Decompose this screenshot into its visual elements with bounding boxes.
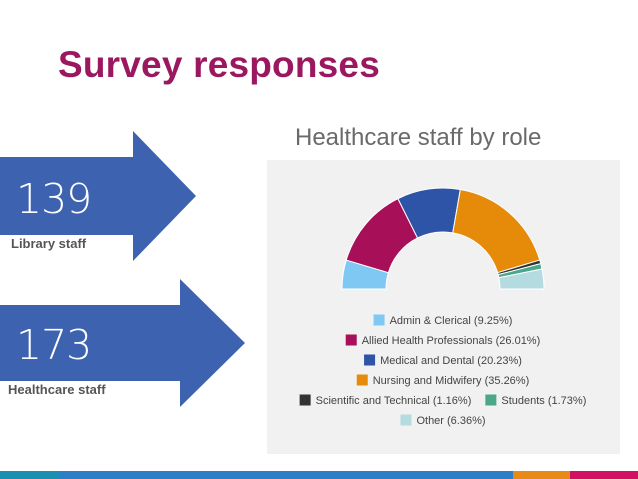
legend-swatch [373,314,385,326]
legend-label: Medical and Dental (20.23%) [380,355,522,367]
library-staff-arrow: 139 Library staff [0,131,200,265]
healthcare-staff-label: Healthcare staff [8,382,106,397]
legend-swatch [364,354,376,366]
legend-label: Other (6.36%) [416,415,485,427]
bottom-color-bar [0,471,638,479]
bar-segment [513,471,570,479]
legend-label: Scientific and Technical (1.16%) [316,395,472,407]
bar-segment [60,471,513,479]
healthcare-staff-arrow: 173 Healthcare staff [0,279,246,411]
library-staff-count: 139 [16,175,92,223]
chart-title: Healthcare staff by role [295,124,542,151]
legend-label: Allied Health Professionals (26.01%) [362,335,541,347]
bar-segment [570,471,638,479]
legend-swatch [356,374,368,386]
arrow-shape [0,131,196,261]
legend-swatch [400,414,412,426]
healthcare-staff-count: 173 [16,321,92,369]
pie-slice [452,188,541,274]
arrow-shape [0,279,245,407]
slide-title: Survey responses [58,44,380,85]
pie-slice [498,268,545,290]
library-staff-label: Library staff [11,236,87,251]
legend-swatch [485,394,497,406]
legend-swatch [345,334,357,346]
legend-label: Students (1.73%) [501,395,586,407]
bar-segment [0,471,60,479]
legend-swatch [299,394,311,406]
chart-panel: Admin & Clerical (9.25%) Allied Health Pr… [267,160,620,454]
semi-donut-chart: Admin & Clerical (9.25%) Allied Health Pr… [299,187,586,427]
legend-label: Admin & Clerical (9.25%) [390,315,513,327]
legend-label: Nursing and Midwifery (35.26%) [373,375,530,387]
